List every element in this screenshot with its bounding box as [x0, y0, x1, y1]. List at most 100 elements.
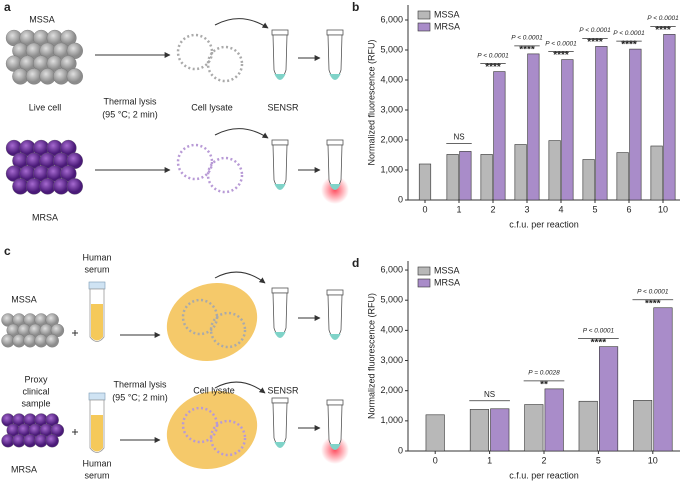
y-tick-label: 2,000 [380, 385, 403, 395]
serum [91, 304, 103, 341]
bar [418, 163, 432, 201]
significance: NS [484, 390, 495, 399]
p-value: P < 0.0001 [579, 27, 611, 34]
p-value: P < 0.0001 [511, 35, 543, 42]
serum-cap [88, 281, 106, 290]
legend-label: MRSA [434, 277, 460, 287]
x-tick-label: 6 [626, 204, 631, 214]
liquid [274, 74, 286, 80]
lysed-cell [209, 419, 247, 457]
arrow [214, 381, 266, 394]
tube [327, 144, 343, 190]
legend-swatch [417, 22, 431, 32]
label: MRSA [11, 464, 37, 474]
tube-cap [326, 139, 344, 146]
x-axis-label: c.f.u. per reaction [509, 219, 579, 229]
label: Proxy [24, 374, 48, 384]
label: clinical [22, 386, 49, 396]
x-tick-label: 10 [648, 455, 658, 465]
y-tick-label: 0 [398, 445, 403, 455]
legend-label: MRSA [434, 21, 460, 31]
legend-label: MSSA [434, 265, 460, 275]
tube [327, 404, 343, 450]
label: serum [84, 264, 109, 274]
label: Thermal lysis [103, 96, 157, 106]
diagram [1, 18, 349, 470]
cell [66, 68, 83, 85]
tube [327, 294, 343, 340]
serum-cap [88, 392, 106, 401]
arrow [214, 18, 269, 29]
p-value: P < 0.0001 [647, 15, 679, 22]
p-value: P < 0.0001 [545, 40, 577, 47]
bar [595, 46, 608, 201]
p-value: P < 0.0001 [583, 327, 615, 334]
panel-label: a [4, 0, 11, 14]
y-tick-label: 0 [398, 194, 403, 204]
arrow [214, 128, 269, 139]
x-tick-label: 10 [658, 204, 668, 214]
tube-cap [326, 399, 344, 406]
serum [91, 415, 103, 452]
label: SENSR [267, 385, 299, 395]
label: serum [84, 470, 109, 480]
lysed-cell [206, 156, 244, 194]
bar [582, 159, 595, 201]
x-tick-label: 2 [541, 455, 546, 465]
y-tick-label: 6,000 [380, 264, 403, 274]
significance: **** [591, 337, 607, 348]
x-tick-label: 3 [524, 204, 529, 214]
legend-swatch [417, 278, 431, 288]
liquid [274, 184, 286, 190]
significance: **** [621, 40, 637, 51]
bar [469, 409, 489, 452]
tube-cap [271, 397, 289, 404]
liquid [329, 184, 341, 190]
y-axis-label: Normalized fluorescence (RFU) [366, 293, 376, 419]
x-axis-label: c.f.u. per reaction [509, 470, 579, 480]
bar [514, 144, 527, 201]
label: Live cell [29, 102, 62, 112]
y-axis-label: Normalized fluorescence (RFU) [366, 39, 376, 165]
y-tick-label: 5,000 [380, 295, 403, 305]
lysed-cell [176, 33, 214, 71]
y-tick-label: 2,000 [380, 134, 403, 144]
liquid [329, 444, 341, 450]
significance: ** [540, 380, 548, 391]
tube-cap [271, 287, 289, 294]
label: sample [21, 398, 50, 408]
label: (95 °C; 2 min) [112, 392, 168, 402]
tube-cap [326, 29, 344, 36]
cell [66, 178, 83, 195]
x-tick-label: 5 [592, 204, 597, 214]
significance: **** [519, 45, 535, 56]
significance: NS [453, 133, 464, 142]
significance: **** [655, 25, 671, 36]
p-value: P < 0.0001 [613, 30, 645, 37]
x-tick-label: 2 [490, 204, 495, 214]
label: MSSA [11, 294, 37, 304]
cell [45, 334, 59, 348]
bar [480, 154, 493, 201]
y-tick-label: 5,000 [380, 44, 403, 54]
y-tick-label: 4,000 [380, 325, 403, 335]
label: Human [82, 252, 111, 262]
tube [327, 34, 343, 80]
significance: **** [485, 62, 501, 73]
cell [45, 434, 59, 448]
tube-cap [271, 139, 289, 146]
x-tick-label: 0 [433, 455, 438, 465]
lysed-cell [206, 45, 244, 83]
bar [633, 400, 653, 452]
sample [166, 282, 258, 362]
liquid [274, 332, 286, 338]
tube [272, 144, 288, 190]
x-tick-label: 1 [456, 204, 461, 214]
x-tick-label: 4 [558, 204, 563, 214]
liquid [274, 442, 286, 448]
panel-label: d [352, 256, 359, 270]
legend-label: MSSA [434, 9, 460, 19]
bar [650, 145, 663, 201]
label: (95 °C; 2 min) [102, 109, 158, 119]
